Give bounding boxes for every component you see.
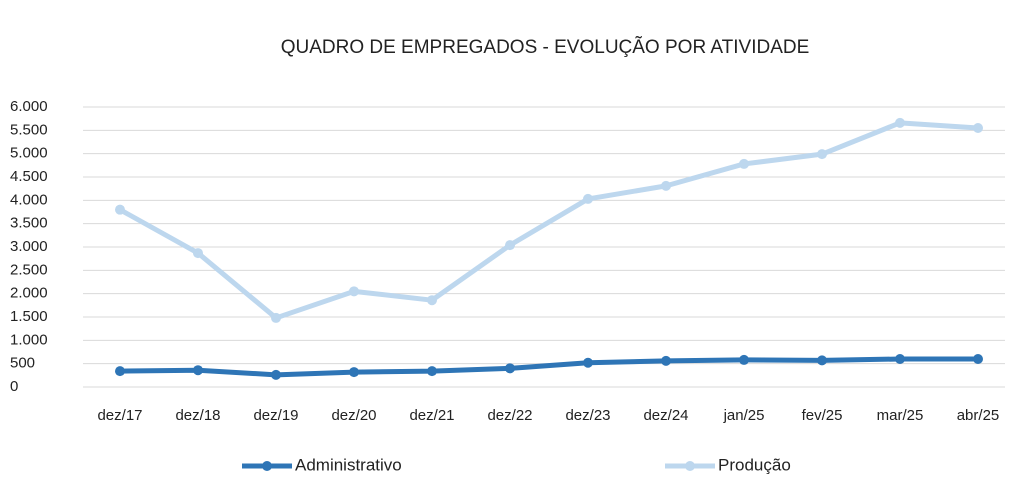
x-tick-label: dez/21 bbox=[409, 407, 454, 424]
data-point bbox=[661, 355, 671, 366]
data-point bbox=[427, 295, 437, 306]
data-point bbox=[739, 158, 749, 169]
x-tick-label: dez/20 bbox=[331, 407, 376, 424]
data-point bbox=[973, 354, 983, 364]
y-tick-label: 500 bbox=[10, 355, 35, 372]
x-tick-label: dez/22 bbox=[487, 407, 532, 424]
data-point bbox=[427, 366, 437, 377]
data-point bbox=[271, 369, 281, 380]
x-tick-label: dez/23 bbox=[565, 407, 610, 424]
y-tick-label: 1.500 bbox=[10, 308, 48, 325]
data-point bbox=[739, 354, 749, 365]
legend-marker bbox=[262, 461, 272, 471]
y-tick-label: 6.000 bbox=[10, 98, 48, 115]
series-line bbox=[118, 120, 979, 321]
series-line bbox=[119, 356, 978, 378]
y-tick-label: 5.500 bbox=[10, 121, 48, 138]
y-tick-label: 1.000 bbox=[10, 331, 48, 348]
y-tick-label: 4.000 bbox=[10, 191, 48, 208]
data-point bbox=[817, 355, 827, 366]
y-tick-label: 3.000 bbox=[10, 238, 48, 255]
data-point bbox=[505, 363, 515, 374]
y-tick-label: 4.500 bbox=[10, 168, 48, 185]
x-tick-label: dez/17 bbox=[97, 407, 142, 424]
x-tick-label: jan/25 bbox=[723, 407, 765, 424]
x-tick-label: fev/25 bbox=[802, 407, 843, 424]
y-tick-label: 3.500 bbox=[10, 215, 48, 232]
data-point bbox=[895, 354, 905, 364]
data-point bbox=[895, 117, 905, 128]
data-point bbox=[505, 240, 515, 251]
data-point bbox=[193, 248, 203, 259]
y-tick-label: 0 bbox=[10, 378, 18, 395]
data-point bbox=[583, 193, 593, 204]
data-point bbox=[349, 286, 359, 297]
data-point bbox=[271, 312, 281, 323]
chart-title: QUADRO DE EMPREGADOS - EVOLUÇÃO POR ATIV… bbox=[281, 36, 810, 58]
x-tick-label: dez/24 bbox=[643, 407, 688, 424]
data-point bbox=[583, 357, 593, 368]
legend-marker bbox=[685, 461, 695, 471]
data-point bbox=[817, 149, 827, 160]
x-tick-label: dez/19 bbox=[253, 407, 298, 424]
x-tick-label: abr/25 bbox=[957, 407, 1000, 424]
data-point bbox=[973, 123, 983, 133]
x-tick-label: mar/25 bbox=[877, 407, 924, 424]
y-tick-label: 2.500 bbox=[10, 261, 48, 278]
legend-label: Administrativo bbox=[295, 455, 402, 474]
x-tick-label: dez/18 bbox=[175, 407, 220, 424]
data-point bbox=[193, 365, 203, 376]
data-point bbox=[661, 180, 671, 191]
y-tick-label: 2.000 bbox=[10, 285, 48, 302]
legend-label: Produção bbox=[718, 455, 791, 474]
data-point bbox=[115, 366, 125, 377]
data-point bbox=[349, 367, 359, 378]
data-point bbox=[115, 204, 125, 215]
y-tick-label: 5.000 bbox=[10, 145, 48, 162]
